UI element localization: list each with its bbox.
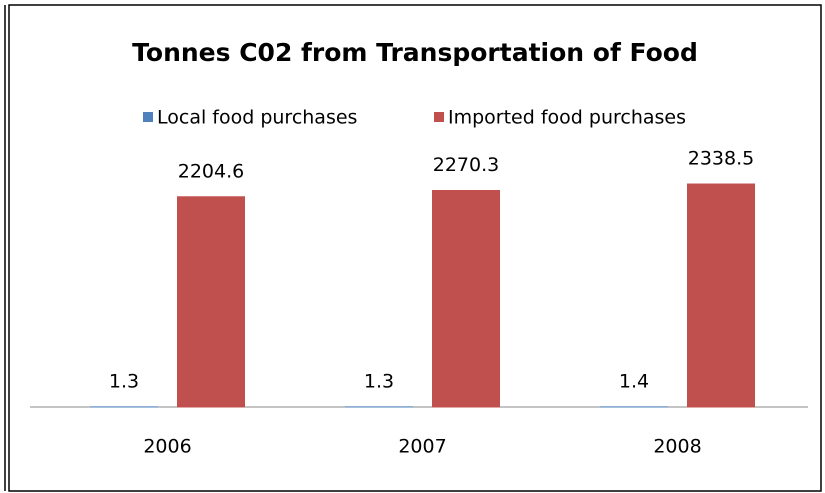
- data-label: 1.4: [619, 370, 649, 392]
- data-label: 1.3: [109, 370, 139, 392]
- legend-label: Local food purchases: [157, 107, 357, 129]
- bar: [432, 190, 500, 408]
- data-label: 2204.6: [178, 160, 244, 182]
- x-tick-label: 2008: [653, 436, 701, 458]
- x-tick-label: 2007: [398, 436, 446, 458]
- data-label: 2338.5: [688, 148, 754, 170]
- data-label: 2270.3: [433, 154, 499, 176]
- bar: [177, 196, 245, 408]
- data-label: 1.3: [364, 370, 394, 392]
- x-tick-label: 2006: [143, 436, 191, 458]
- chart-frame: [8, 4, 822, 492]
- legend-swatch: [143, 112, 153, 122]
- legend-swatch: [434, 112, 444, 122]
- chart-title: Tonnes C02 from Transportation of Food: [132, 38, 698, 67]
- bar: [687, 183, 755, 408]
- legend-label: Imported food purchases: [448, 107, 686, 129]
